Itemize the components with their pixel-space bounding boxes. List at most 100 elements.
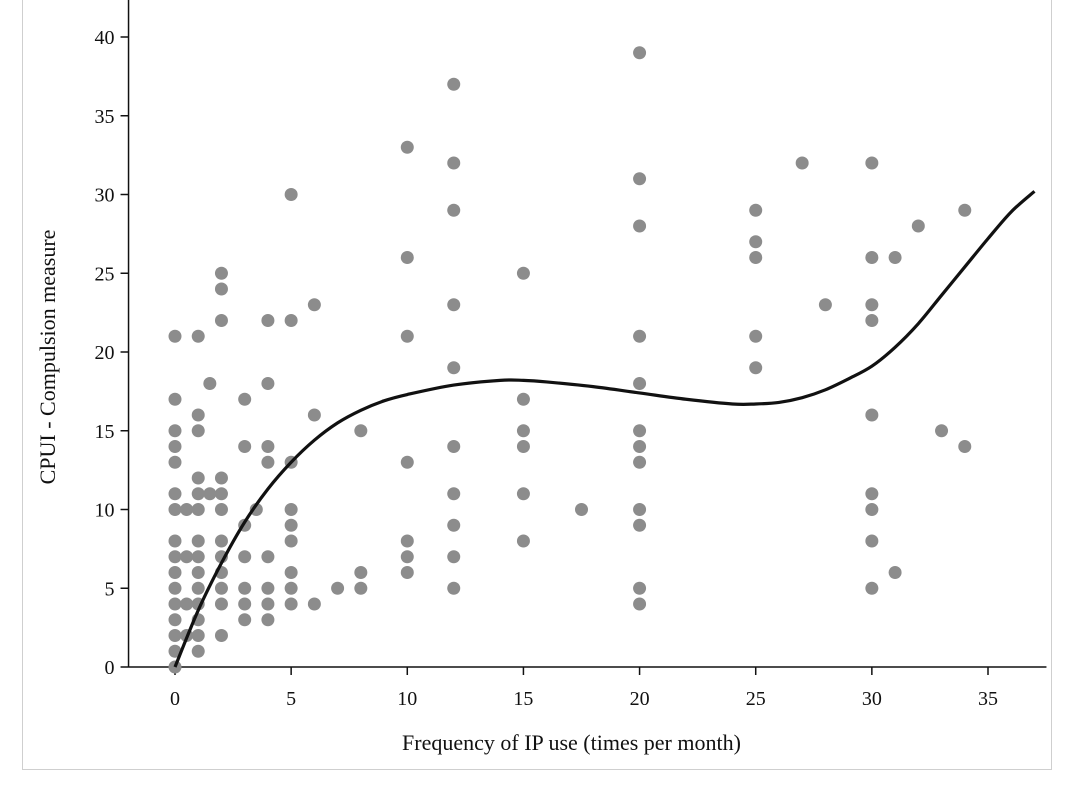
data-point <box>888 251 902 264</box>
data-point <box>633 503 647 516</box>
y-tick-label: 0 <box>105 657 115 679</box>
data-point <box>214 597 228 611</box>
data-point <box>865 251 879 264</box>
data-point <box>865 534 879 548</box>
data-point <box>284 503 298 516</box>
data-point <box>180 597 194 611</box>
data-point <box>749 251 763 264</box>
data-point <box>447 550 461 564</box>
data-point <box>749 203 763 217</box>
data-point <box>261 377 275 390</box>
data-point <box>191 566 205 579</box>
data-point <box>191 644 205 658</box>
data-point <box>238 392 252 406</box>
y-tick-label: 10 <box>95 500 115 522</box>
data-point <box>191 629 205 642</box>
fit-curve <box>173 190 1036 668</box>
data-point <box>447 156 461 170</box>
data-point <box>168 534 182 548</box>
data-point <box>191 581 205 595</box>
data-point <box>400 329 414 343</box>
data-point <box>516 392 530 406</box>
data-point <box>516 487 530 501</box>
data-point <box>191 424 205 438</box>
data-point <box>238 613 252 627</box>
data-point <box>447 298 461 312</box>
data-point <box>214 534 228 548</box>
data-point <box>633 219 647 233</box>
data-point <box>191 329 205 343</box>
data-point <box>261 550 275 564</box>
data-point <box>191 487 205 501</box>
y-ticks: 0 5 10 15 20 25 30 35 40 <box>95 27 129 679</box>
data-point <box>911 219 925 233</box>
x-tick-label: 30 <box>862 688 882 710</box>
data-point <box>168 424 182 438</box>
data-point <box>865 408 879 422</box>
data-point <box>354 581 368 595</box>
data-point <box>168 644 182 658</box>
data-point <box>400 251 414 264</box>
data-point <box>249 503 263 516</box>
data-point <box>633 172 647 186</box>
data-point <box>749 361 763 375</box>
data-point <box>447 361 461 375</box>
data-point <box>447 581 461 595</box>
data-point <box>633 329 647 343</box>
data-point <box>203 487 217 501</box>
data-point <box>168 597 182 611</box>
x-tick-label: 25 <box>746 688 766 710</box>
data-point <box>284 518 298 532</box>
x-tick-label: 20 <box>630 688 650 710</box>
data-point <box>400 534 414 548</box>
data-point <box>261 314 275 327</box>
data-point <box>168 329 182 343</box>
data-point <box>284 597 298 611</box>
data-point <box>795 156 809 170</box>
data-point <box>516 534 530 548</box>
data-point <box>400 566 414 579</box>
data-point <box>214 266 228 280</box>
data-point <box>168 455 182 469</box>
data-point <box>633 581 647 595</box>
data-point <box>447 77 461 91</box>
data-point <box>354 424 368 438</box>
data-point <box>447 203 461 217</box>
data-point <box>447 487 461 501</box>
data-point <box>191 550 205 564</box>
data-point <box>307 298 321 312</box>
data-point <box>191 534 205 548</box>
data-point <box>284 581 298 595</box>
data-point <box>865 487 879 501</box>
data-point <box>516 424 530 438</box>
y-tick-label: 40 <box>95 27 115 49</box>
data-point <box>214 314 228 327</box>
data-point <box>261 613 275 627</box>
data-point <box>238 597 252 611</box>
data-point <box>516 440 530 453</box>
data-point <box>168 487 182 501</box>
data-point <box>180 550 194 564</box>
data-point <box>633 377 647 390</box>
data-point <box>238 440 252 453</box>
data-point <box>749 329 763 343</box>
data-point <box>168 392 182 406</box>
data-point <box>261 597 275 611</box>
data-point <box>214 471 228 485</box>
data-point <box>284 314 298 327</box>
y-tick-label: 30 <box>95 185 115 207</box>
data-point <box>214 629 228 642</box>
y-tick-label: 35 <box>95 106 115 128</box>
data-point <box>958 203 972 217</box>
data-point <box>400 140 414 154</box>
data-point <box>633 518 647 532</box>
data-point <box>180 503 194 516</box>
x-axis-title: Frequency of IP use (times per month) <box>402 730 741 755</box>
data-point <box>238 550 252 564</box>
data-point <box>400 550 414 564</box>
y-tick-label: 25 <box>95 263 115 285</box>
data-point <box>307 408 321 422</box>
data-point <box>191 408 205 422</box>
data-point <box>168 566 182 579</box>
